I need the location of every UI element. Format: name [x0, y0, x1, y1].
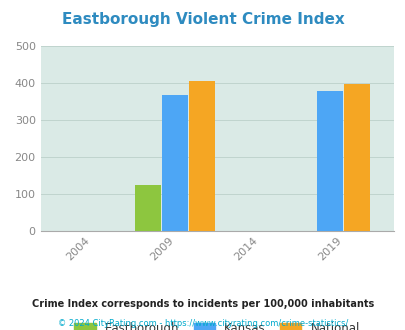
Bar [135, 185, 161, 231]
Legend: Eastborough, Kansas, National: Eastborough, Kansas, National [74, 322, 359, 330]
Text: © 2024 CityRating.com - https://www.cityrating.com/crime-statistics/: © 2024 CityRating.com - https://www.city… [58, 319, 347, 328]
Bar [343, 84, 369, 231]
Bar [188, 81, 215, 231]
Text: Crime Index corresponds to incidents per 100,000 inhabitants: Crime Index corresponds to incidents per… [32, 299, 373, 309]
Bar [316, 91, 342, 231]
Text: Eastborough Violent Crime Index: Eastborough Violent Crime Index [62, 12, 343, 26]
Bar [162, 95, 188, 231]
